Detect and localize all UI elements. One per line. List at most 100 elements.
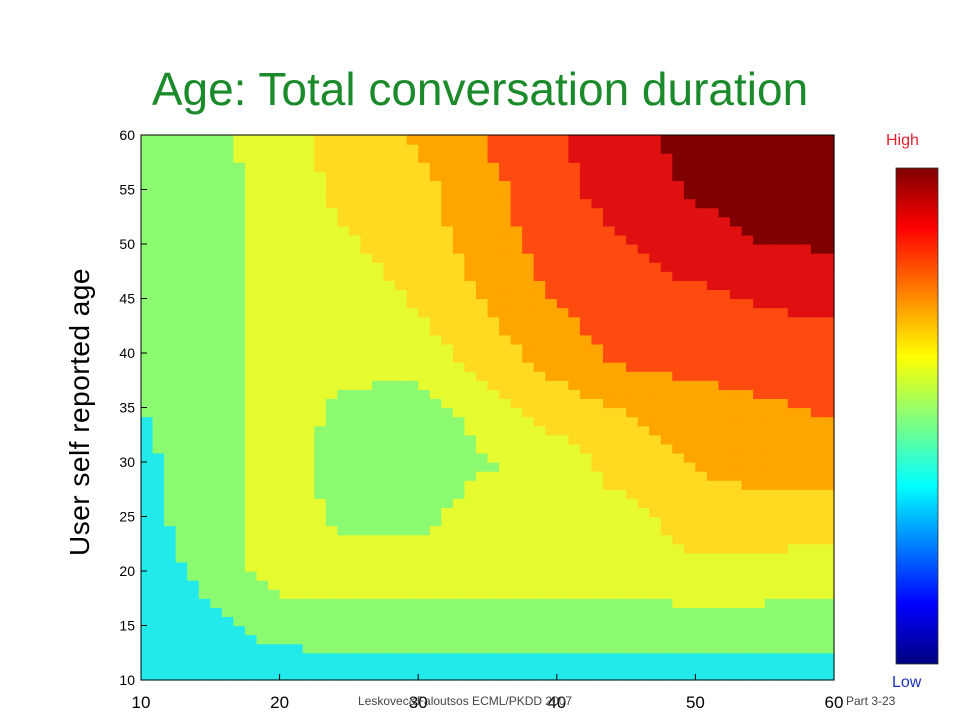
heatmap-cell (383, 425, 396, 436)
heatmap-cell (695, 380, 708, 390)
heatmap-cell (499, 262, 512, 272)
heatmap-cell (429, 462, 442, 472)
heatmap-cell (556, 443, 569, 454)
heatmap-cell (810, 661, 824, 672)
heatmap-cell (787, 452, 800, 463)
heatmap-cell (395, 198, 408, 209)
heatmap-cell (164, 271, 177, 281)
heatmap-cell (510, 225, 523, 236)
heatmap-cell (591, 353, 604, 363)
heatmap-cells (141, 135, 835, 681)
heatmap-cell (418, 244, 431, 254)
heatmap-cell (314, 144, 327, 154)
heatmap-cell (522, 280, 535, 291)
heatmap-cell (314, 198, 327, 209)
heatmap-cell (810, 480, 824, 490)
heatmap-cell (429, 652, 442, 663)
heatmap-cell (649, 343, 662, 354)
heatmap-cell (175, 144, 188, 154)
heatmap-cell (348, 616, 362, 627)
heatmap-cell (695, 416, 708, 427)
heatmap-cell (683, 480, 696, 490)
heatmap-cell (787, 625, 800, 636)
heatmap-cell (533, 516, 546, 527)
heatmap-cell (568, 670, 581, 681)
heatmap-cell (314, 162, 327, 172)
heatmap-cell (164, 180, 177, 191)
heatmap-cell (545, 534, 558, 545)
heatmap-cell (487, 580, 500, 590)
heatmap-cell (614, 198, 627, 209)
heatmap-cell (660, 135, 673, 145)
heatmap-cell (325, 498, 338, 509)
heatmap-cell (279, 307, 292, 318)
heatmap-cell (672, 543, 685, 554)
heatmap-cell (233, 516, 246, 527)
heatmap-cell (141, 253, 154, 263)
heatmap-cell (164, 561, 177, 572)
heatmap-cell (637, 144, 650, 154)
heatmap-cell (291, 380, 304, 390)
heatmap-cell (591, 253, 604, 263)
heatmap-cell (510, 425, 523, 436)
heatmap-cell (141, 171, 154, 182)
heatmap-cell (152, 471, 165, 481)
heatmap-cell (764, 280, 777, 291)
heatmap-cell (799, 580, 812, 590)
y-tick-label: 60 (119, 127, 135, 143)
heatmap-cell (441, 516, 454, 527)
heatmap-cell (510, 480, 523, 490)
heatmap-cell (672, 434, 685, 445)
heatmap-cell (452, 580, 465, 590)
heatmap-cell (487, 407, 500, 418)
heatmap-cell (626, 434, 639, 445)
heatmap-cell (429, 543, 442, 554)
heatmap-cell (464, 180, 477, 191)
heatmap-cell (799, 516, 812, 527)
heatmap-cell (614, 652, 627, 663)
heatmap-cell (198, 434, 211, 445)
heatmap-cell (672, 343, 685, 354)
heatmap-cell (706, 471, 720, 481)
heatmap-cell (649, 534, 662, 545)
colorbar (895, 167, 939, 665)
heatmap-cell (614, 407, 627, 418)
heatmap-cell (429, 271, 442, 281)
heatmap-cell (764, 462, 777, 472)
heatmap-cell (730, 298, 743, 309)
heatmap-cell (683, 543, 696, 554)
heatmap-cell (406, 525, 419, 536)
heatmap-cell (187, 144, 200, 154)
heatmap-cell (730, 389, 743, 400)
heatmap-cell (545, 325, 558, 336)
heatmap-cell (337, 407, 350, 418)
heatmap-cell (475, 189, 489, 200)
heatmap-cell (741, 561, 754, 572)
heatmap-cell (441, 253, 454, 263)
heatmap-cell (210, 661, 223, 672)
heatmap-cell (614, 389, 627, 400)
heatmap-cell (510, 198, 523, 209)
heatmap-cell (499, 389, 512, 400)
heatmap-cell (753, 153, 766, 163)
heatmap-cell (626, 180, 639, 191)
heatmap-cell (395, 353, 408, 363)
heatmap-cell (649, 462, 662, 472)
heatmap-cell (198, 543, 211, 554)
heatmap-cell (499, 534, 512, 545)
heatmap-cell (395, 262, 408, 272)
heatmap-cell (822, 561, 835, 572)
heatmap-cell (325, 552, 338, 563)
heatmap-cell (141, 580, 154, 590)
heatmap-cell (302, 634, 315, 645)
heatmap-cell (695, 480, 708, 490)
heatmap-cell (683, 280, 696, 291)
heatmap-cell (244, 225, 258, 236)
heatmap-cell (187, 234, 200, 245)
heatmap-cell (672, 280, 685, 291)
heatmap-cell (302, 307, 315, 318)
heatmap-cell (649, 353, 662, 363)
heatmap-cell (556, 471, 569, 481)
heatmap-cell (672, 362, 685, 372)
heatmap-cell (141, 443, 154, 454)
